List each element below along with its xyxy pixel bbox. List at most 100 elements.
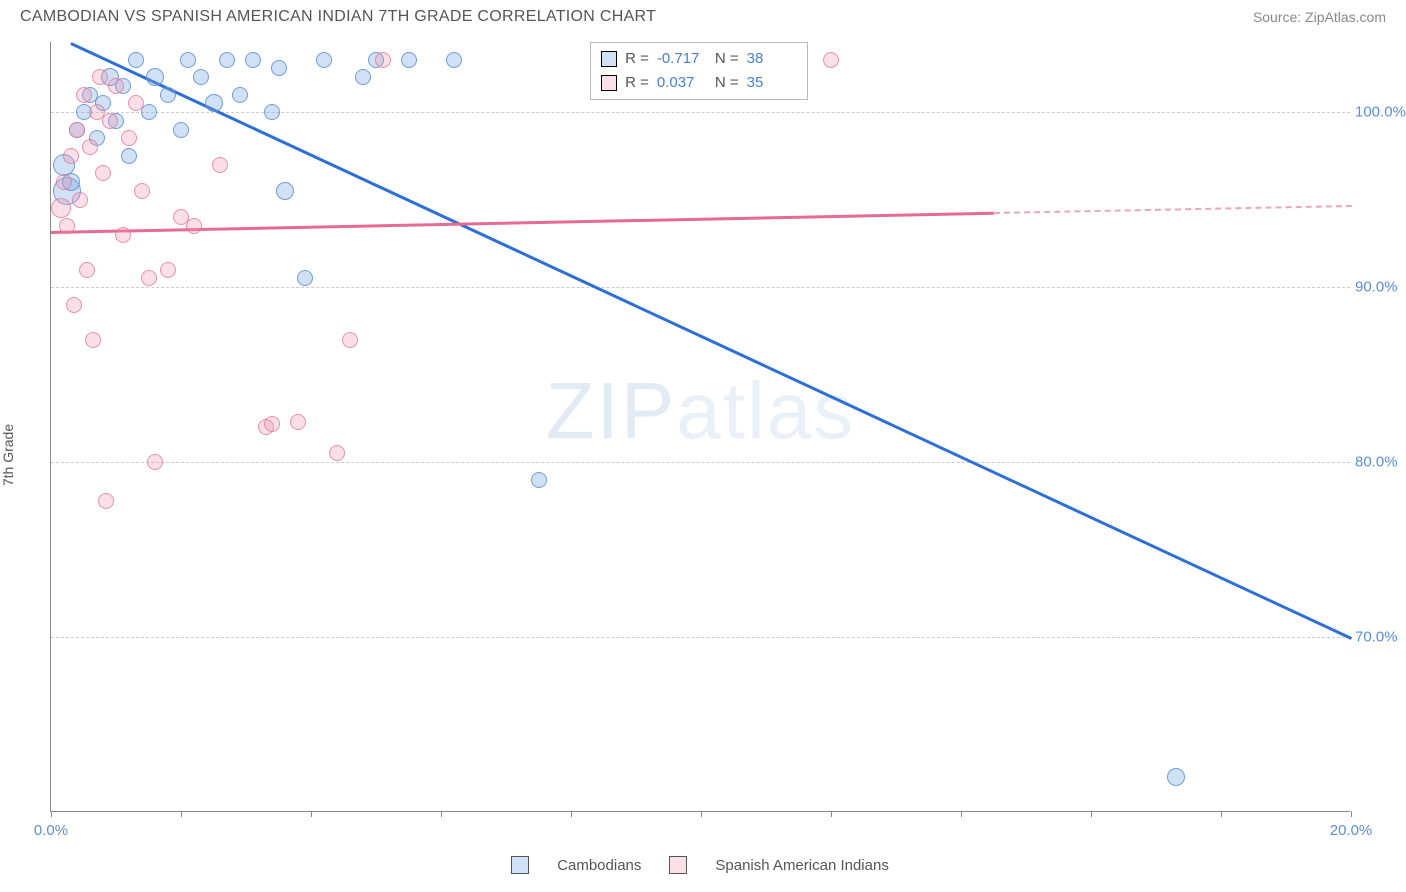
data-point bbox=[72, 192, 88, 208]
watermark-thin: atlas bbox=[676, 366, 855, 455]
chart-container: 7th Grade ZIPatlas 70.0%80.0%90.0%100.0%… bbox=[0, 30, 1406, 880]
data-point bbox=[297, 270, 313, 286]
data-point bbox=[342, 332, 358, 348]
data-point bbox=[276, 182, 294, 200]
data-point bbox=[121, 130, 137, 146]
watermark-bold: ZIP bbox=[546, 366, 676, 455]
data-point bbox=[219, 52, 235, 68]
data-point bbox=[271, 60, 287, 76]
x-tick-label: 0.0% bbox=[34, 822, 68, 839]
stats-row: R = 0.037 N = 35 bbox=[601, 71, 797, 95]
data-point bbox=[141, 270, 157, 286]
gridline bbox=[51, 287, 1350, 288]
data-point bbox=[186, 218, 202, 234]
x-tick bbox=[701, 811, 702, 817]
data-point bbox=[76, 87, 92, 103]
data-point bbox=[102, 113, 118, 129]
y-axis-label: 7th Grade bbox=[0, 424, 16, 486]
bottom-legend: Cambodians Spanish American Indians bbox=[50, 856, 1350, 874]
legend-swatch-b bbox=[669, 856, 687, 874]
data-point bbox=[193, 69, 209, 85]
trend-line bbox=[993, 205, 1351, 214]
gridline bbox=[51, 112, 1350, 113]
x-tick bbox=[1351, 811, 1352, 817]
y-tick-label: 90.0% bbox=[1355, 279, 1406, 296]
data-point bbox=[160, 87, 176, 103]
data-point bbox=[446, 52, 462, 68]
y-tick-label: 70.0% bbox=[1355, 629, 1406, 646]
data-point bbox=[531, 472, 547, 488]
data-point bbox=[401, 52, 417, 68]
r-value: 0.037 bbox=[657, 71, 707, 95]
r-label: R = bbox=[625, 47, 649, 71]
data-point bbox=[63, 148, 79, 164]
data-point bbox=[95, 165, 111, 181]
data-point bbox=[205, 94, 223, 112]
data-point bbox=[56, 174, 72, 190]
watermark: ZIPatlas bbox=[546, 365, 855, 457]
data-point bbox=[212, 157, 228, 173]
legend-label-b: Spanish American Indians bbox=[715, 857, 888, 874]
data-point bbox=[82, 139, 98, 155]
data-point bbox=[69, 122, 85, 138]
n-value: 35 bbox=[747, 71, 797, 95]
data-point bbox=[115, 227, 131, 243]
data-point bbox=[51, 198, 71, 218]
n-label: N = bbox=[715, 47, 739, 71]
stats-box: R = -0.717 N = 38 R = 0.037 N = 35 bbox=[590, 42, 808, 100]
x-tick bbox=[1091, 811, 1092, 817]
data-point bbox=[1167, 768, 1185, 786]
data-point bbox=[141, 104, 157, 120]
data-point bbox=[245, 52, 261, 68]
stats-row: R = -0.717 N = 38 bbox=[601, 47, 797, 71]
data-point bbox=[98, 493, 114, 509]
x-tick bbox=[831, 811, 832, 817]
data-point bbox=[173, 122, 189, 138]
data-point bbox=[146, 68, 164, 86]
data-point bbox=[355, 69, 371, 85]
x-tick bbox=[571, 811, 572, 817]
y-tick-label: 100.0% bbox=[1355, 104, 1406, 121]
trend-line bbox=[70, 42, 1352, 639]
data-point bbox=[147, 454, 163, 470]
data-point bbox=[232, 87, 248, 103]
data-point bbox=[134, 183, 150, 199]
x-tick bbox=[441, 811, 442, 817]
stats-swatch bbox=[601, 75, 617, 91]
x-tick bbox=[181, 811, 182, 817]
data-point bbox=[79, 262, 95, 278]
x-tick bbox=[311, 811, 312, 817]
data-point bbox=[375, 52, 391, 68]
chart-title: CAMBODIAN VS SPANISH AMERICAN INDIAN 7TH… bbox=[20, 8, 656, 26]
data-point bbox=[160, 262, 176, 278]
legend-swatch-a bbox=[511, 856, 529, 874]
x-tick bbox=[961, 811, 962, 817]
legend-label-a: Cambodians bbox=[557, 857, 641, 874]
x-tick-label: 20.0% bbox=[1330, 822, 1373, 839]
gridline bbox=[51, 462, 1350, 463]
data-point bbox=[108, 78, 124, 94]
n-value: 38 bbox=[747, 47, 797, 71]
data-point bbox=[180, 52, 196, 68]
data-point bbox=[329, 445, 345, 461]
plot-area: ZIPatlas 70.0%80.0%90.0%100.0%0.0%20.0%R… bbox=[50, 42, 1350, 812]
data-point bbox=[290, 414, 306, 430]
gridline bbox=[51, 637, 1350, 638]
data-point bbox=[92, 69, 108, 85]
y-tick-label: 80.0% bbox=[1355, 454, 1406, 471]
r-value: -0.717 bbox=[657, 47, 707, 71]
x-tick bbox=[51, 811, 52, 817]
data-point bbox=[121, 148, 137, 164]
data-point bbox=[128, 95, 144, 111]
data-point bbox=[264, 416, 280, 432]
x-tick bbox=[1221, 811, 1222, 817]
data-point bbox=[85, 332, 101, 348]
r-label: R = bbox=[625, 71, 649, 95]
data-point bbox=[128, 52, 144, 68]
data-point bbox=[66, 297, 82, 313]
data-point bbox=[59, 218, 75, 234]
n-label: N = bbox=[715, 71, 739, 95]
source-label: Source: ZipAtlas.com bbox=[1253, 9, 1386, 25]
data-point bbox=[264, 104, 280, 120]
data-point bbox=[316, 52, 332, 68]
